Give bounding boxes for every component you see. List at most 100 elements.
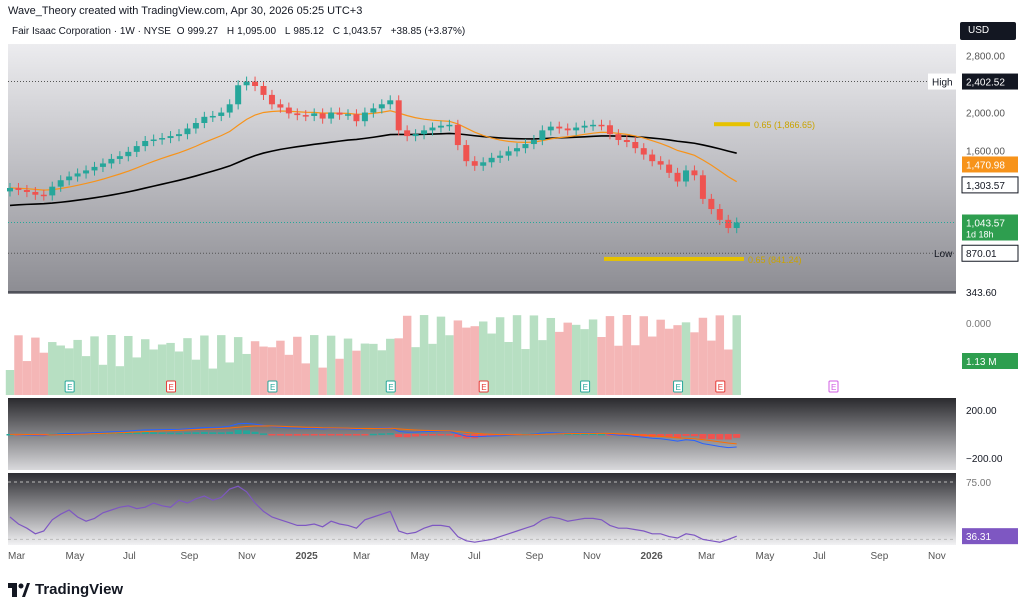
axis-tag-bg	[961, 176, 1019, 194]
candle-body	[370, 108, 377, 113]
candle-body	[674, 172, 681, 182]
rsi-line	[9, 485, 737, 543]
candle-body	[192, 122, 199, 129]
volume-bar	[343, 338, 353, 395]
volume-bar	[479, 321, 488, 395]
candle-body	[454, 124, 461, 146]
volume-bar	[107, 335, 116, 395]
macd-histogram-bar	[251, 431, 259, 434]
macd-histogram-bar	[547, 432, 555, 434]
candle-body	[539, 130, 546, 141]
candle-body	[488, 157, 495, 163]
candle-body	[708, 198, 715, 210]
macd-histogram-bar	[657, 434, 665, 437]
macd-histogram-bar	[674, 434, 682, 438]
main-pane[interactable]	[8, 44, 956, 294]
volume-bar	[681, 322, 691, 395]
candle-body	[640, 148, 647, 155]
volume-bar	[690, 332, 699, 395]
macd-histogram-bar	[260, 433, 267, 435]
volume-bar	[157, 344, 167, 395]
earnings-marker-label: E	[583, 383, 588, 392]
macd-histogram-bar	[150, 432, 158, 434]
volume-bar	[707, 340, 716, 395]
time-tick: Mar	[8, 551, 26, 562]
macd-histogram-bar	[716, 434, 724, 440]
candle-body	[657, 161, 664, 165]
candle-body	[421, 130, 428, 135]
volume-bar	[149, 349, 158, 395]
volume-bar	[563, 322, 572, 395]
volume-bar	[664, 328, 674, 395]
candle-body	[598, 124, 605, 127]
candle-body	[632, 142, 639, 149]
volume-bar	[512, 315, 522, 395]
volume-bar	[166, 342, 175, 395]
time-tick: Jul	[813, 551, 826, 562]
volume-bar	[318, 367, 327, 395]
macd-histogram-bar	[361, 434, 369, 436]
macd-histogram-bar	[276, 434, 284, 436]
candle-body	[311, 113, 318, 116]
candle-countdown: 1d 18h	[966, 229, 994, 239]
volume-bar	[445, 335, 454, 395]
macd-histogram-bar	[445, 434, 453, 436]
candle-body	[429, 127, 436, 131]
volume-value: 1.13 M	[966, 357, 997, 368]
macd-histogram-bar	[200, 431, 208, 434]
macd-histogram-bar	[598, 433, 605, 436]
macd-histogram-bar	[479, 434, 487, 438]
candle-body	[176, 134, 182, 137]
candle-body	[446, 124, 453, 127]
candle-body	[497, 155, 504, 158]
volume-bar	[715, 315, 725, 395]
candle-body	[345, 114, 351, 116]
earnings-marker-label: E	[388, 383, 393, 392]
volume-bar	[98, 364, 108, 395]
volume-bar	[588, 319, 598, 395]
volume-bar	[487, 333, 496, 395]
candle-body	[606, 125, 613, 135]
last-price-bg	[962, 214, 1018, 241]
macd-histogram-bar	[564, 433, 572, 436]
macd-histogram-bar	[420, 434, 428, 436]
volume-bar	[631, 345, 640, 395]
volume-bar	[335, 358, 344, 395]
volume-bar	[656, 319, 665, 395]
macd-histogram-bar	[623, 434, 631, 436]
macd-histogram-bar	[429, 434, 436, 436]
macd-histogram-bar	[285, 434, 293, 436]
macd-histogram-bar	[724, 434, 732, 440]
earnings-marker-label: E	[169, 383, 174, 392]
candle-body	[23, 189, 30, 192]
candle-body	[226, 104, 233, 113]
candle-body	[437, 125, 444, 128]
candle-body	[556, 126, 563, 129]
symbol-title: Fair Isaac Corporation · 1W · NYSE	[12, 26, 171, 37]
macd-histogram-bar	[167, 432, 175, 435]
candle-body	[260, 85, 267, 95]
fib-label: 0.65 (1,866.65)	[754, 120, 815, 130]
candle-body	[32, 191, 39, 195]
macd-histogram-bar	[192, 432, 200, 434]
upcoming-earnings-label: E	[831, 383, 836, 392]
price-tick: 2,800.00	[966, 52, 1005, 63]
macd-histogram-bar	[310, 434, 318, 436]
candle-body	[142, 141, 149, 147]
volume-bar	[538, 340, 547, 395]
tradingview-logo[interactable]: TradingView	[8, 581, 123, 598]
candle-body	[49, 186, 56, 196]
volume-bar	[200, 335, 209, 395]
rsi-pane[interactable]	[8, 473, 956, 545]
earnings-marker-label: E	[676, 383, 681, 392]
macd-histogram-bar	[133, 432, 141, 434]
volume-bar	[225, 362, 234, 395]
time-tick: Sep	[181, 551, 199, 562]
volume-bar	[555, 331, 564, 395]
macd-histogram-bar	[699, 434, 707, 439]
macd-histogram-bar	[268, 434, 276, 436]
macd-histogram-bar	[302, 434, 310, 436]
currency-button[interactable]: USD	[960, 22, 1016, 40]
macd-histogram-bar	[665, 434, 673, 438]
candle-body	[99, 163, 106, 167]
